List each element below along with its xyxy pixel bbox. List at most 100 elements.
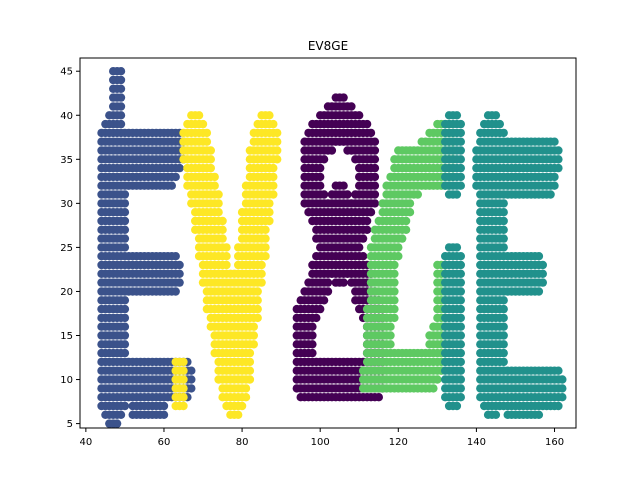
- scatter-point: [452, 190, 462, 199]
- scatter-point: [323, 278, 333, 287]
- scatter-point: [261, 234, 270, 243]
- y-tick-label: 25: [60, 243, 73, 254]
- scatter-point: [456, 384, 465, 393]
- scatter-point: [206, 155, 215, 164]
- scatter-point: [253, 304, 262, 314]
- scatter-point: [421, 163, 430, 173]
- scatter-point: [386, 331, 395, 340]
- scatter-point: [370, 155, 380, 164]
- scatter-point: [456, 260, 465, 270]
- scatter-point: [194, 234, 204, 243]
- scatter-point: [319, 137, 329, 146]
- scatter-point: [245, 357, 255, 367]
- scatter-point: [339, 278, 348, 287]
- scatter-point: [218, 225, 227, 234]
- scatter-point: [308, 322, 317, 331]
- scatter-point: [241, 269, 251, 278]
- scatter-point: [187, 384, 196, 393]
- scatter-point: [550, 181, 559, 190]
- scatter-point: [273, 155, 282, 164]
- y-tick-label: 40: [60, 111, 73, 122]
- scatter-point: [413, 190, 422, 199]
- scatter-point: [97, 199, 106, 208]
- scatter-point: [452, 111, 462, 120]
- scatter-point: [105, 146, 114, 155]
- scatter-point: [441, 172, 450, 182]
- scatter-point: [374, 393, 383, 402]
- scatter-point: [347, 102, 356, 111]
- scatter-point: [253, 287, 262, 296]
- scatter-point: [323, 287, 333, 296]
- scatter-point: [312, 278, 321, 287]
- scatter-point: [97, 163, 106, 173]
- scatter-point: [499, 199, 508, 208]
- scatter-point: [214, 199, 223, 208]
- scatter-point: [210, 172, 219, 182]
- scatter-point: [230, 278, 239, 287]
- scatter-point: [296, 296, 305, 305]
- scatter-point: [97, 313, 106, 323]
- scatter-point: [499, 331, 508, 340]
- scatter-point: [441, 313, 450, 323]
- x-tick-label: 160: [545, 437, 564, 448]
- scatter-point: [116, 119, 126, 129]
- scatter-point: [97, 172, 106, 182]
- scatter-point: [343, 190, 352, 199]
- scatter-point: [237, 401, 247, 411]
- scatter-point: [245, 172, 255, 182]
- scatter-point: [554, 401, 563, 411]
- scatter-point: [558, 375, 567, 384]
- scatter-point: [269, 119, 278, 129]
- scatter-point: [261, 243, 270, 252]
- scatter-point: [198, 119, 208, 129]
- scatter-point: [198, 260, 208, 270]
- scatter-point: [319, 260, 329, 270]
- scatter-point: [550, 137, 559, 146]
- scatter-point: [292, 357, 301, 367]
- scatter-point: [495, 119, 504, 129]
- scatter-point: [198, 278, 208, 287]
- scatter-point: [206, 146, 215, 155]
- scatter-point: [261, 225, 270, 234]
- scatter-point: [491, 111, 501, 120]
- scatter-point: [187, 366, 196, 375]
- scatter-point: [441, 296, 450, 305]
- scatter-point: [476, 269, 485, 278]
- scatter-point: [214, 366, 223, 375]
- scatter-point: [202, 304, 212, 314]
- scatter-point: [476, 340, 485, 349]
- scatter-point: [312, 252, 321, 261]
- scatter-point: [456, 128, 465, 138]
- scatter-point: [362, 331, 372, 340]
- scatter-point: [538, 260, 547, 270]
- scatter-point: [241, 190, 251, 199]
- scatter-point: [472, 163, 481, 173]
- x-tick-label: 80: [236, 437, 249, 448]
- scatter-point: [187, 375, 196, 384]
- y-tick-label: 10: [60, 375, 73, 386]
- scatter-point: [214, 208, 223, 217]
- scatter-point: [159, 410, 169, 419]
- scatter-point: [245, 375, 255, 384]
- scatter-point: [253, 296, 262, 305]
- scatter-point: [273, 146, 282, 155]
- scatter-point: [394, 252, 403, 261]
- scatter-point: [319, 190, 329, 199]
- scatter-point: [480, 401, 489, 411]
- scatter-point: [265, 199, 274, 208]
- scatter-point: [97, 225, 106, 234]
- scatter-point: [499, 128, 508, 138]
- scatter-point: [476, 375, 485, 384]
- scatter-point: [366, 278, 376, 287]
- scatter-point: [198, 269, 208, 278]
- scatter-point: [534, 287, 544, 296]
- scatter-point: [175, 269, 184, 278]
- scatter-point: [390, 313, 399, 323]
- x-tick-label: 120: [389, 437, 408, 448]
- scatter-point: [214, 375, 223, 384]
- scatter-point: [316, 111, 325, 120]
- scatter-point: [499, 304, 508, 314]
- scatter-point: [351, 190, 360, 199]
- scatter-point: [456, 393, 465, 402]
- scatter-point: [327, 146, 337, 155]
